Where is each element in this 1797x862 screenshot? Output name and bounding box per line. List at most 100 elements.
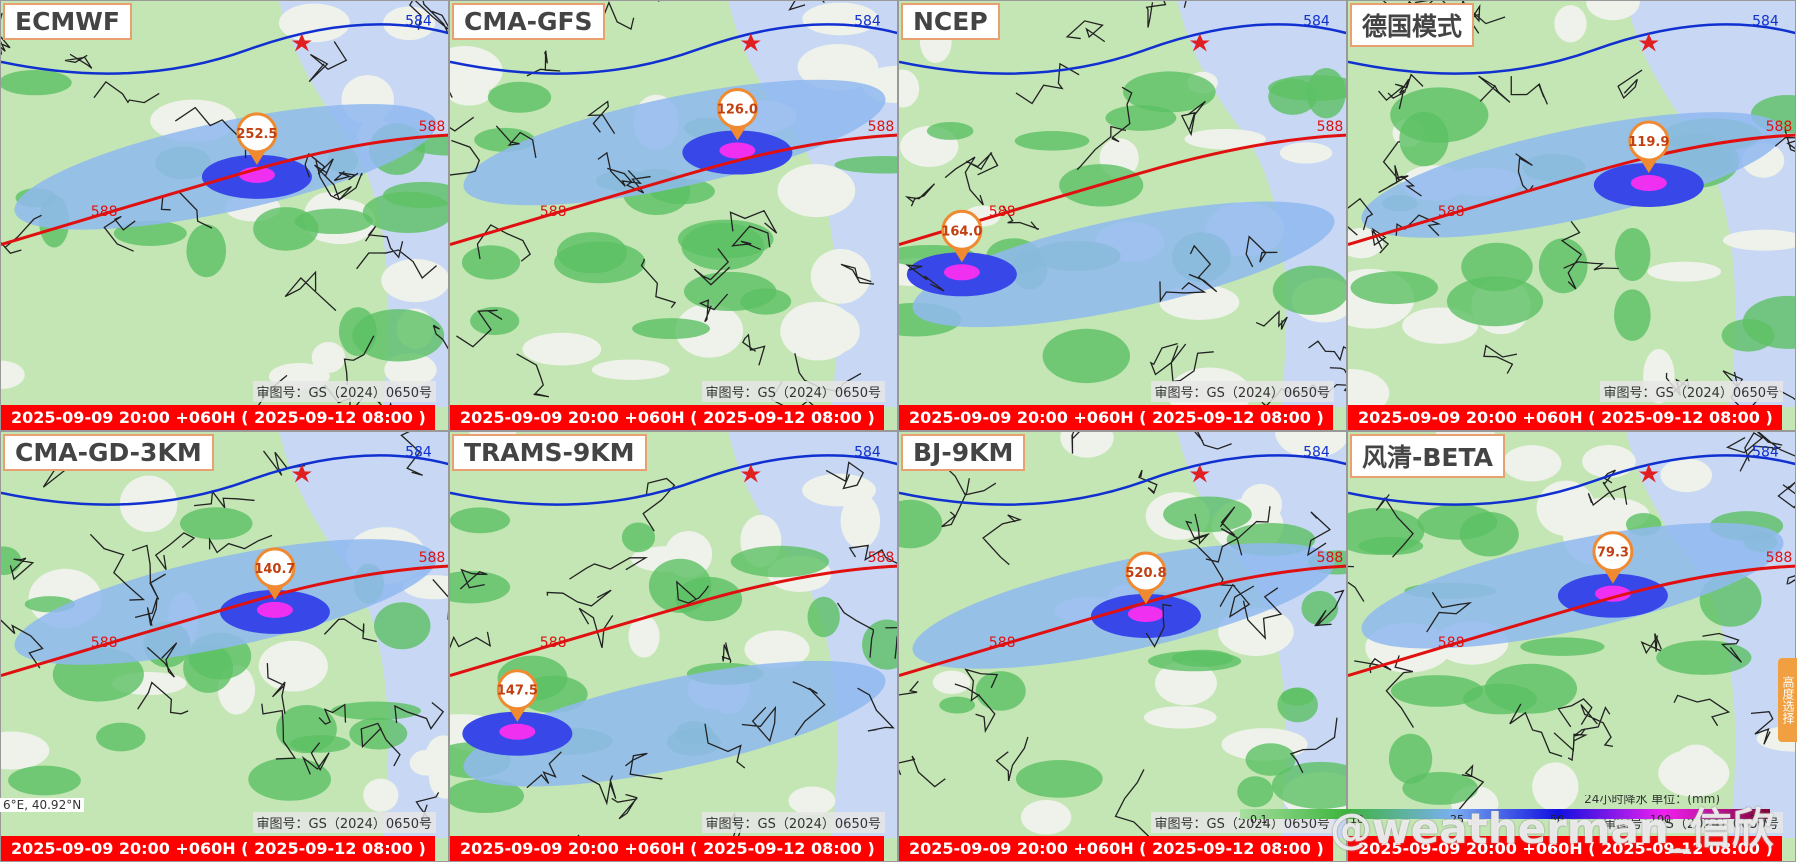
- dry-area: [1673, 744, 1719, 786]
- contour-label: 584: [405, 444, 432, 460]
- light-rain: [248, 757, 332, 801]
- capital-star: [740, 33, 761, 52]
- light-rain: [349, 717, 408, 750]
- province-borders: [450, 1, 874, 416]
- capital-star: [291, 464, 312, 483]
- dry-area: [1660, 458, 1713, 493]
- max-marker: [236, 112, 278, 154]
- rain-band: [1361, 112, 1784, 238]
- contour-label: 584: [1303, 444, 1330, 460]
- model-panel: 584 588 588 520.8 BJ-9KM 审图号：GS（2024）0650号 202…: [898, 431, 1347, 862]
- light-rain: [681, 222, 765, 271]
- light-rain: [632, 318, 711, 339]
- max-marker: [716, 88, 758, 129]
- extreme-rain: [256, 601, 293, 618]
- legend-tick: 10: [1350, 813, 1364, 825]
- light-rain: [1390, 675, 1484, 707]
- light-rain: [1459, 511, 1519, 557]
- dry-area: [258, 640, 328, 692]
- dry-area: [1647, 261, 1722, 282]
- light-rain: [1613, 289, 1651, 341]
- forecast-time: 2025-09-09 20:00 +060H ( 2025-09-12 08:0…: [1, 836, 435, 861]
- dry-area: [932, 670, 971, 695]
- max-value: 119.9: [1628, 135, 1669, 150]
- legend-bar: [1240, 809, 1770, 819]
- rain-band: [912, 201, 1335, 328]
- contour-label: 588: [868, 119, 895, 135]
- contour-label: 584: [854, 444, 881, 460]
- dry-area: [628, 615, 660, 658]
- light-rain: [1237, 776, 1274, 808]
- light-rain: [1446, 276, 1544, 327]
- contour-584: [1, 23, 448, 75]
- contour-584: [899, 23, 1346, 75]
- contour-label: 588: [540, 635, 567, 651]
- contour-588: [1, 564, 448, 678]
- contour-label: 588: [91, 204, 118, 220]
- max-value: 79.3: [1597, 546, 1629, 561]
- light-rain: [1272, 265, 1346, 315]
- map: 584 588 588 79.3: [1348, 432, 1795, 861]
- dry-area: [409, 749, 443, 776]
- light-rain: [461, 245, 521, 280]
- max-marker: [1628, 120, 1670, 162]
- rain-band: [14, 539, 437, 665]
- height-select-button[interactable]: 高度选择: [1778, 658, 1797, 742]
- contour-label: 588: [1766, 550, 1793, 566]
- light-rain: [899, 499, 943, 549]
- contour-584: [450, 454, 897, 506]
- light-rain: [1538, 238, 1588, 294]
- forecast-time: 2025-09-09 20:00 +060H ( 2025-09-12 08:0…: [1348, 405, 1782, 430]
- light-rain: [939, 696, 976, 714]
- dry-area: [1155, 661, 1217, 706]
- map-approval: 审图号：GS（2024）0650号: [701, 812, 885, 833]
- light-rain: [1388, 733, 1433, 784]
- light-rain: [1520, 637, 1605, 656]
- light-rain: [290, 735, 351, 753]
- forecast-time: 2025-09-09 20:00 +060H ( 2025-09-12 08:0…: [1, 405, 435, 430]
- extreme-rain: [1594, 585, 1631, 602]
- dry-area: [1143, 706, 1217, 729]
- light-rain: [834, 156, 897, 174]
- dry-area: [1, 360, 25, 390]
- forecast-time: 2025-09-09 20:00 +060H ( 2025-09-12 08:0…: [1348, 836, 1782, 861]
- contour-label: 588: [989, 204, 1016, 220]
- capital-star: [1189, 33, 1210, 52]
- contour-label: 584: [1752, 444, 1779, 460]
- light-rain: [1402, 771, 1478, 805]
- max-pointer: [1135, 587, 1156, 604]
- dry-area: [810, 249, 871, 304]
- model-name: CMA-GFS: [452, 3, 605, 40]
- contour-label: 584: [854, 13, 881, 29]
- legend-tick: 25: [1450, 813, 1464, 825]
- map-approval: 审图号：GS（2024）0650号: [1150, 381, 1334, 402]
- light-rain: [470, 306, 520, 336]
- max-value: 252.5: [236, 127, 277, 142]
- map: 584 588 588 520.8: [899, 432, 1346, 861]
- light-rain: [1461, 242, 1533, 292]
- forecast-time: 2025-09-09 20:00 +060H ( 2025-09-12 08:0…: [450, 405, 884, 430]
- light-rain: [1280, 688, 1314, 706]
- sea: [1626, 1, 1795, 407]
- light-rain: [183, 643, 234, 693]
- max-pointer: [507, 705, 528, 722]
- extreme-rain: [719, 142, 756, 159]
- contour-584: [1348, 454, 1795, 506]
- dry-area: [899, 69, 920, 108]
- model-name: 风清-BETA: [1350, 434, 1505, 478]
- contour-label: 588: [1438, 635, 1465, 651]
- contour-label: 588: [419, 119, 446, 135]
- light-rain: [487, 81, 552, 113]
- model-name: NCEP: [901, 3, 1000, 40]
- contour-588: [1, 133, 448, 247]
- dry-area: [311, 341, 346, 373]
- dry-area: [788, 786, 836, 816]
- province-borders: [904, 1, 1346, 407]
- map: 584 588 588 140.7: [1, 432, 448, 861]
- legend-tick: 0.1: [1250, 813, 1268, 825]
- light-rain: [450, 778, 524, 814]
- contour-label: 584: [1752, 13, 1779, 29]
- legend-tick: 50: [1550, 813, 1564, 825]
- max-pointer: [246, 148, 267, 165]
- light-rain: [1390, 87, 1489, 143]
